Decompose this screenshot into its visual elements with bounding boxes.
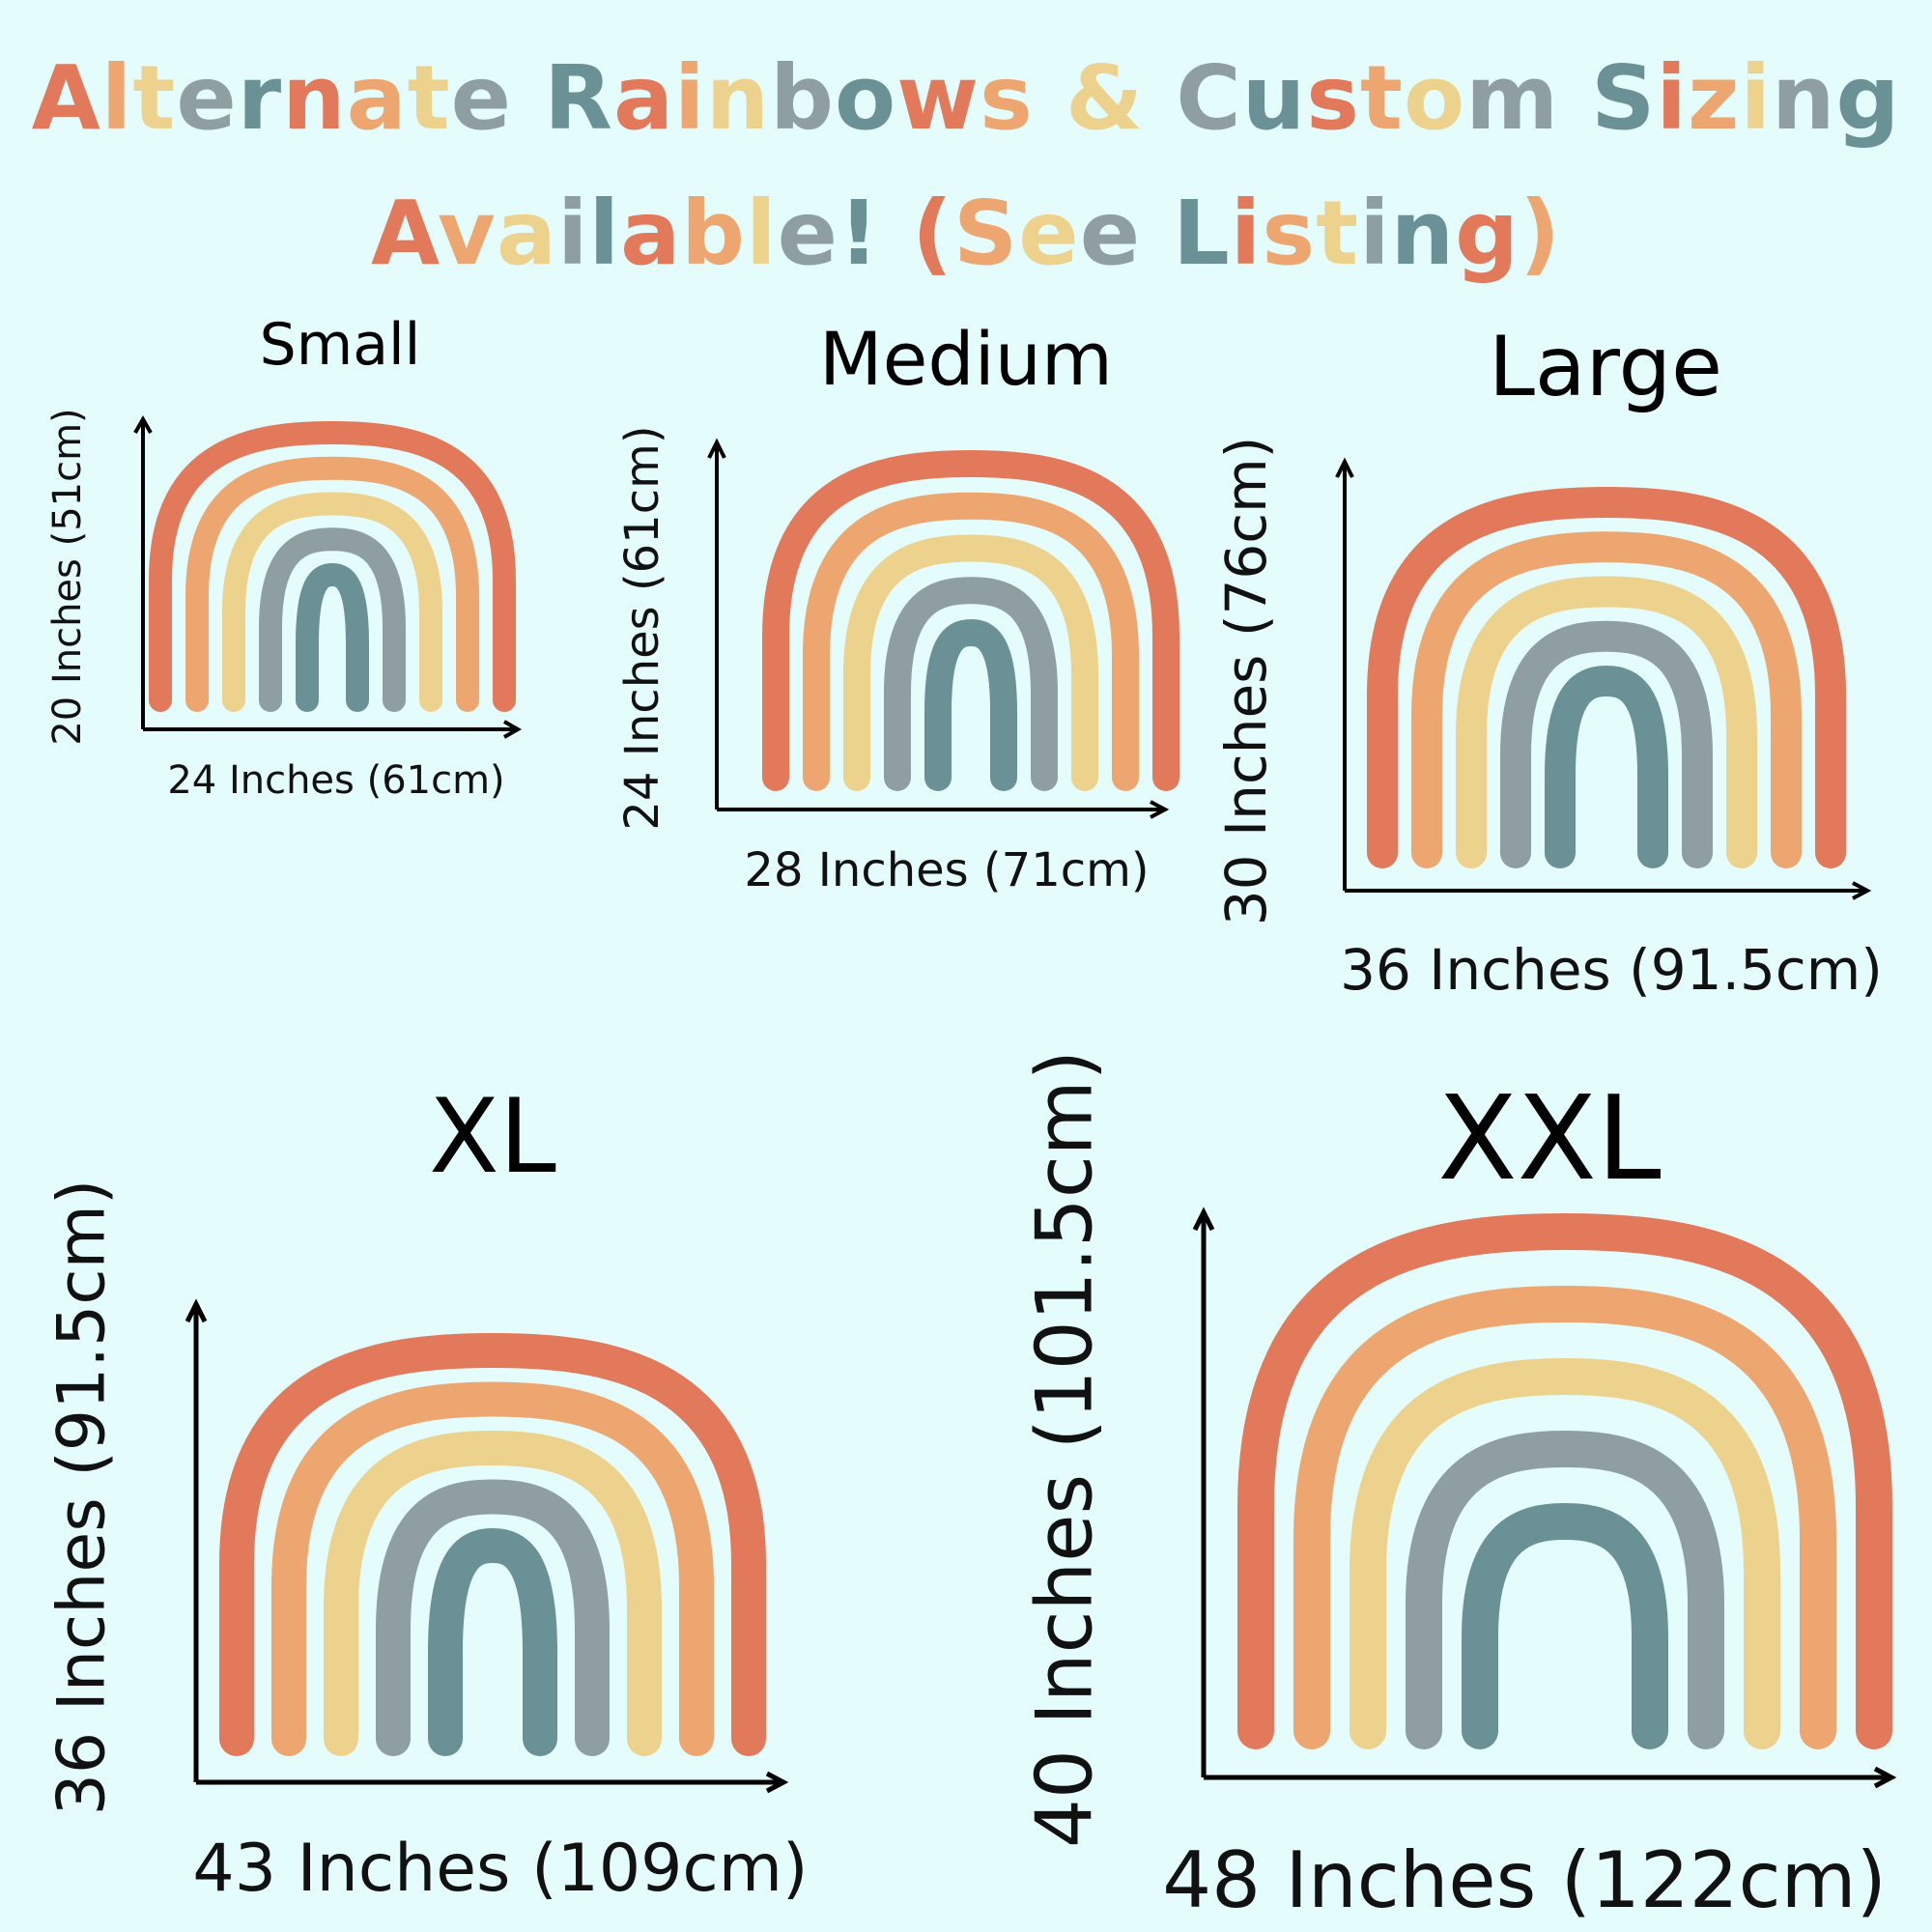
size-label-xxl: XXL xyxy=(1437,1072,1662,1207)
band-teal xyxy=(428,1527,557,1756)
rainbow-xl xyxy=(185,1298,789,1794)
axis-arrow-up xyxy=(707,438,726,459)
band-orange xyxy=(271,1381,714,1756)
height-medium: 24 Inches (61cm) xyxy=(615,425,669,831)
band-teal xyxy=(924,618,1017,791)
rainbow-xxl xyxy=(1192,1207,1897,1789)
band-grey xyxy=(884,577,1058,791)
width-small: 24 Inches (61cm) xyxy=(167,758,505,803)
size-label-medium: Medium xyxy=(819,316,1113,402)
axis-arrow-right xyxy=(1150,800,1170,819)
band-grey xyxy=(376,1479,610,1756)
height-xl: 36 Inches (91.5cm) xyxy=(43,1179,121,1816)
headline-line-2: Available! (See Listing) xyxy=(370,182,1562,285)
band-teal xyxy=(1462,1502,1668,1749)
band-grey xyxy=(1406,1430,1724,1749)
band-red xyxy=(762,449,1179,791)
height-large: 30 Inches (76cm) xyxy=(1213,436,1279,926)
band-grey xyxy=(259,527,406,712)
axis-arrow-right xyxy=(1873,1766,1897,1789)
band-orange xyxy=(1411,531,1802,868)
band-red xyxy=(1367,486,1846,868)
axis-arrow-up xyxy=(133,414,153,434)
band-orange xyxy=(1293,1285,1836,1749)
axis-arrow-right xyxy=(503,720,523,739)
band-red xyxy=(1237,1212,1892,1749)
band-yellow xyxy=(1350,1357,1780,1749)
band-teal xyxy=(1545,665,1668,868)
width-xxl: 48 Inches (122cm) xyxy=(1162,1835,1887,1925)
width-medium: 28 Inches (71cm) xyxy=(744,843,1150,897)
axis-arrow-up xyxy=(1335,457,1354,478)
axis-arrow-right xyxy=(1852,881,1872,900)
band-red xyxy=(149,420,516,712)
size-label-small: Small xyxy=(259,311,421,379)
band-yellow xyxy=(843,534,1098,791)
band-orange xyxy=(185,456,479,712)
width-large: 36 Inches (91.5cm) xyxy=(1340,937,1883,1003)
band-grey xyxy=(1500,620,1713,868)
headline-line-1: Alternate Rainbows & Custom Sizing xyxy=(31,46,1901,150)
axis-arrow-up xyxy=(1192,1207,1215,1232)
size-label-xl: XL xyxy=(429,1077,556,1196)
band-yellow xyxy=(324,1430,662,1756)
width-xl: 43 Inches (109cm) xyxy=(192,1831,809,1907)
rainbow-medium xyxy=(707,438,1179,819)
height-xxl: 40 Inches (101.5cm) xyxy=(1019,1050,1110,1848)
band-teal xyxy=(296,562,369,712)
axis-arrow-up xyxy=(185,1298,208,1323)
height-small: 20 Inches (51cm) xyxy=(45,408,90,746)
band-red xyxy=(219,1332,766,1756)
band-orange xyxy=(803,492,1139,791)
rainbow-large xyxy=(1335,457,1872,900)
axis-arrow-right xyxy=(765,1771,789,1794)
size-label-large: Large xyxy=(1489,319,1722,415)
band-yellow xyxy=(1456,576,1757,868)
rainbow-small xyxy=(133,414,523,739)
band-yellow xyxy=(222,492,442,712)
